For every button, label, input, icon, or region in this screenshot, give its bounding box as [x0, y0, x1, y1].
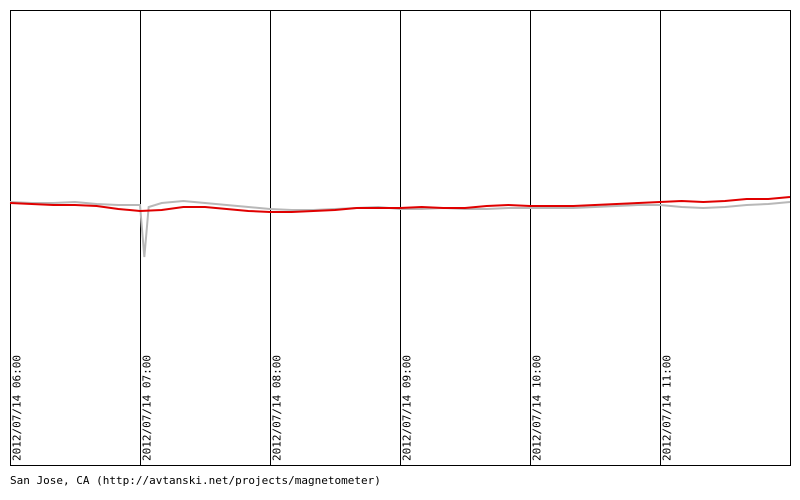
x-tick-label: 2012/07/14 09:00 — [401, 355, 414, 461]
series-line — [9, 196, 791, 213]
x-tick-label: 2012/07/14 10:00 — [531, 355, 544, 461]
x-tick-label: 2012/07/14 08:00 — [271, 355, 284, 461]
footer: San Jose, CA (http://avtanski.net/projec… — [10, 474, 381, 487]
x-tick-label: 2012/07/14 11:00 — [661, 355, 674, 461]
x-tick-label: 2012/07/14 06:00 — [11, 355, 24, 461]
x-tick-label: 2012/07/14 07:00 — [141, 355, 154, 461]
